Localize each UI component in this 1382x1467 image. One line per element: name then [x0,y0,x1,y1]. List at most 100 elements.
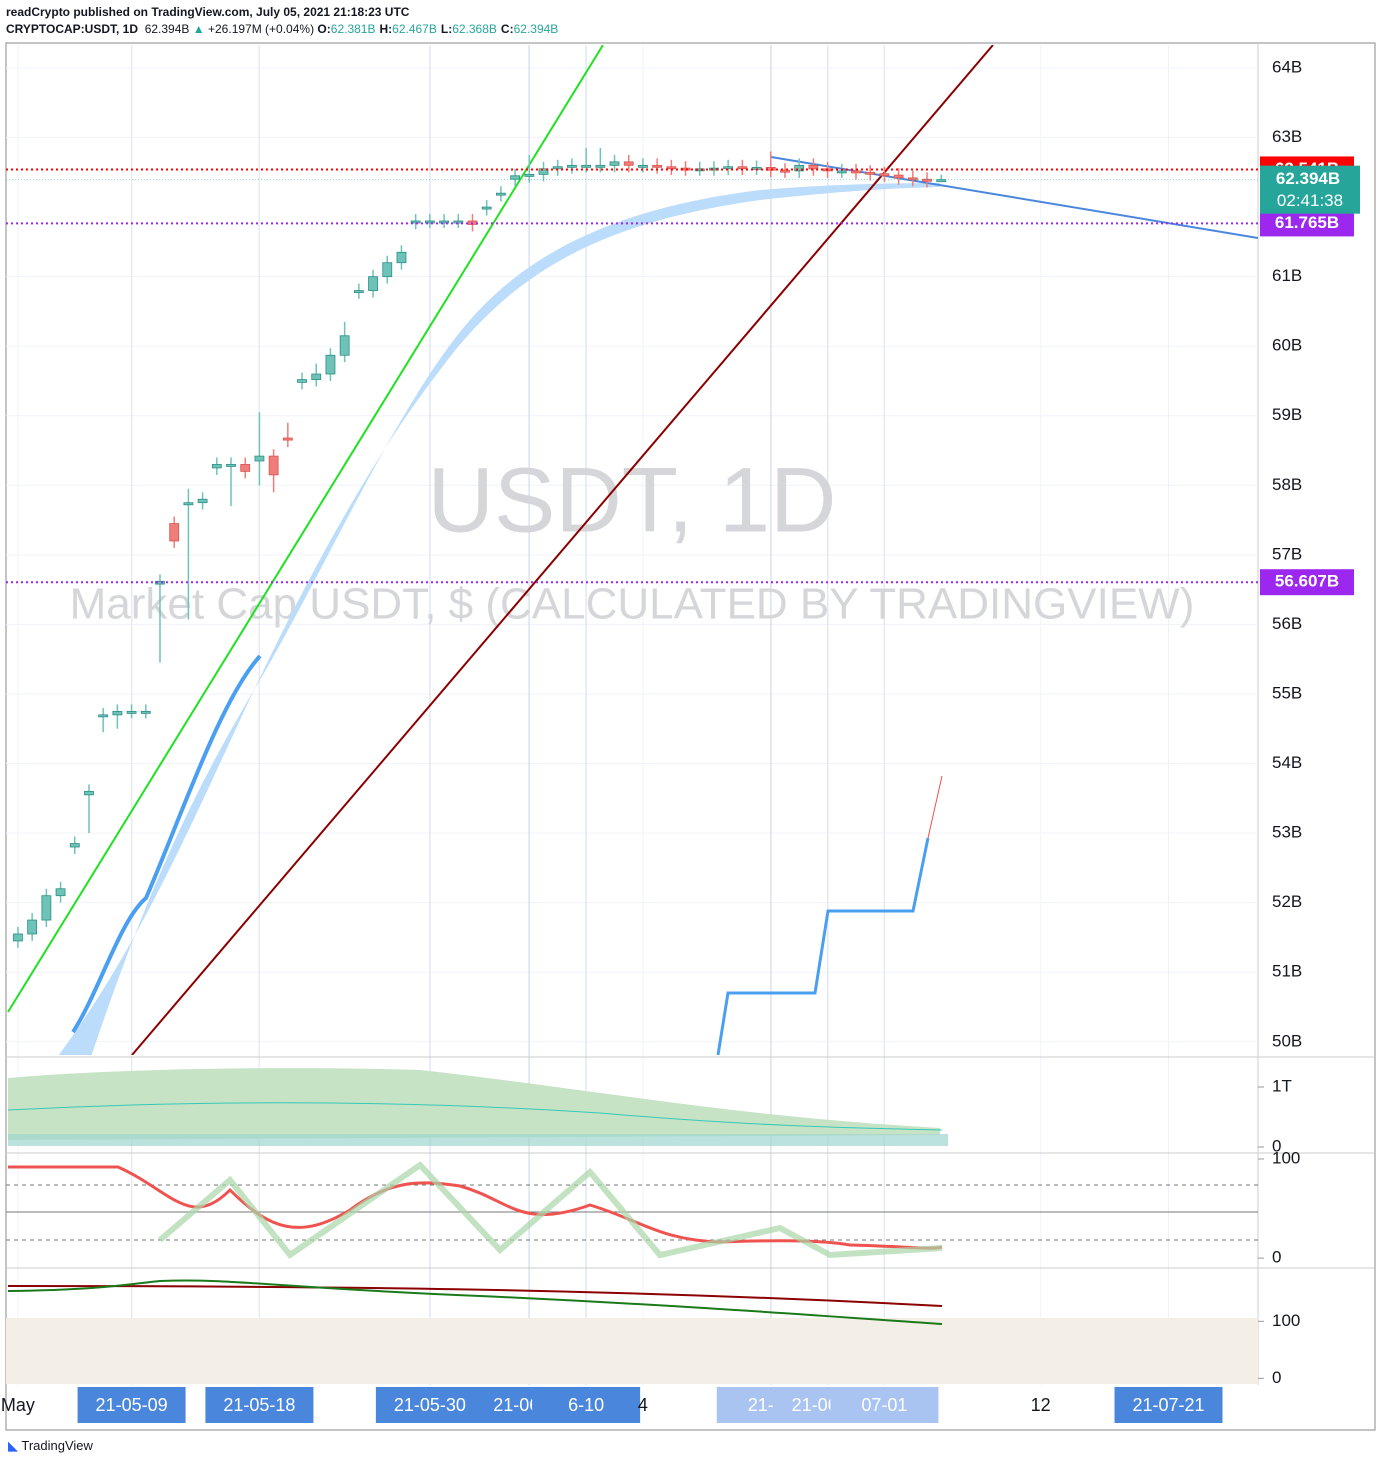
osc-line [8,1165,943,1250]
x-tick-box [205,1387,314,1423]
candle-body [41,895,52,921]
candle-body [567,164,577,168]
chart: USDT, 1D Market Cap USDT, $ (CALCULATED … [1,42,1376,1431]
candle-body [723,166,734,170]
x-tick-box [532,1387,641,1423]
ohlc-value: 62.381B [330,22,376,36]
candle-body [98,714,109,718]
candle-body [254,455,265,462]
candle-body [808,164,819,170]
candle-body [268,455,279,476]
x-tick-label: 12 [1031,1395,1051,1415]
candle-body [694,168,705,172]
candle-body [737,166,748,170]
watermark-subtitle: Market Cap USDT, $ (CALCULATED BY TRADIN… [70,580,1195,629]
candle-body [297,379,307,383]
candle-body [197,498,208,504]
candle-body [112,710,123,716]
x-tick-label: 21-05-09 [96,1395,168,1415]
candle-body [155,580,165,585]
publisher: readCrypto published on TradingView.com,… [6,5,410,19]
watermark-title: USDT, 1D [428,449,837,551]
candle-body [169,523,180,542]
candle-body [311,373,322,380]
candle-body [240,464,251,472]
vol-bars [8,1134,948,1146]
x-tick-label: May [1,1395,35,1415]
y-tick-label: 57B [1272,544,1302,563]
candle-body [13,933,23,942]
candle-body [410,220,421,224]
candle-body [368,276,378,291]
x-tick-label: 21-05-18 [223,1395,295,1415]
ohlc-value: 62.394B [513,22,559,36]
ma-line [71,654,262,1034]
pane-tick-label: 1T [1272,1076,1292,1095]
frame [5,42,1376,1431]
pane-tick-label: 0 [1272,1368,1281,1387]
x-tick-box [77,1387,186,1423]
candle-body [396,251,407,264]
candle-body [69,843,80,848]
y-tick-label: 51B [1272,962,1302,981]
pane-tick-label: 100 [1272,1311,1300,1330]
candle-body [140,710,151,714]
last-box [1260,165,1360,214]
candle-body [382,262,393,278]
y-tick-label: 53B [1272,823,1302,842]
candle-body [836,170,847,174]
level-label: 61.765B [1275,213,1339,232]
x-tick-box [1114,1387,1223,1423]
candle-body [638,164,648,168]
osc-ribbon [158,1161,943,1260]
ohlc-key: H: [379,22,393,36]
candle-body [424,220,435,224]
y-tick-label: 60B [1272,336,1302,355]
candle-body [794,164,805,172]
candle-body [439,220,449,224]
ohlc-key: C: [500,22,514,36]
footer: ◣ TradingView [8,1438,93,1453]
candle-body [538,168,549,175]
candle-body [936,179,947,183]
x-tick-box [830,1387,939,1423]
candle-body [27,919,38,935]
candle-body [183,502,194,506]
candle-body [84,790,94,796]
candle-body [581,164,592,168]
candle-body [652,164,663,168]
y-tick-label: 59B [1272,405,1302,424]
candle-body [55,888,66,897]
zone [6,1318,1258,1384]
line-red [7,1285,943,1307]
x-tick-label: 21-05-30 [394,1395,466,1415]
x-tick-label: 07-01 [861,1395,907,1415]
candle-body [226,464,236,467]
symbol: CRYPTOCAP:USDT, 1D [6,22,139,36]
pane-tick-label: 0 [1272,1248,1281,1267]
pane-tick-label: 100 [1272,1148,1300,1167]
candle-body [495,192,506,196]
countdown: 02:41:38 [1277,191,1343,210]
y-tick-label: 58B [1272,475,1302,494]
x-tick-label: 6-10 [568,1395,604,1415]
y-tick-label: 56B [1272,614,1302,633]
y-tick-label: 50B [1272,1031,1302,1050]
candle-body [325,354,336,375]
candle-body [524,173,535,177]
y-tick-label: 64B [1272,57,1302,76]
x-tick-box [375,1387,484,1423]
candle-body [353,290,364,293]
level-label: 56.607B [1275,572,1339,591]
vol-ma [7,1102,943,1131]
pane-tick-label: 0 [1272,1136,1281,1155]
step-tail [927,775,943,839]
x-tick-label: 21-07-21 [1132,1395,1204,1415]
x-tick-label: 4 [638,1395,648,1415]
candle-body [709,167,719,171]
line-green [7,1279,943,1325]
last-label: 62.394B [1276,169,1340,188]
ohlc-key: L: [440,22,453,36]
y-tick-label: 63B [1272,127,1302,146]
brand: TradingView [21,1438,93,1453]
